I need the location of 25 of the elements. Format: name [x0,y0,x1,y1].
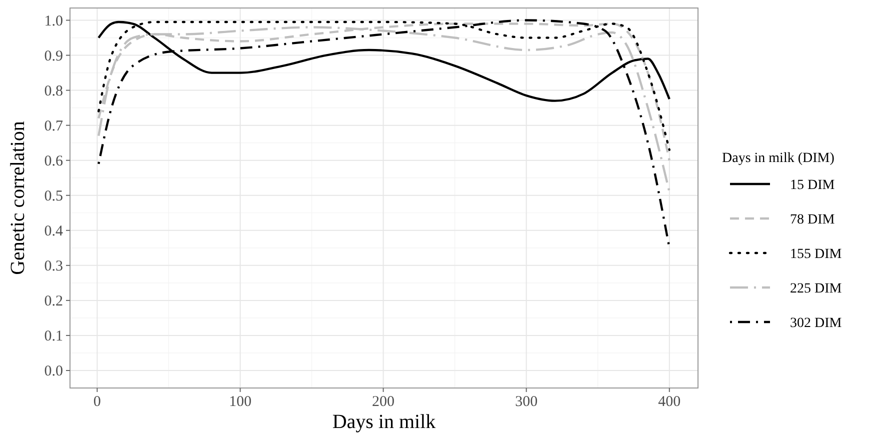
line-series [98,26,670,193]
y-tick-label: 0.9 [44,48,63,64]
x-tick-label: 200 [372,394,395,410]
x-tick-label: 400 [658,394,681,410]
y-tick-label: 0.4 [44,223,64,240]
y-tick-label: 0.0 [44,363,63,380]
legend-label: 155 DIM [790,247,842,262]
x-tick-label: 0 [93,394,101,410]
y-tick-label: 0.2 [44,293,63,310]
x-axis-title: Days in milk [332,411,436,433]
legend-label: 302 DIM [790,316,842,331]
x-tick-label: 300 [515,394,538,410]
x-tick-label: 100 [228,394,252,410]
legend-title: Days in milk (DIM) [722,151,835,166]
legend-label: 78 DIM [790,212,836,228]
legend-label: 225 DIM [790,282,842,296]
y-axis-title: Genetic correlation [7,121,29,275]
y-tick-label: 0.7 [44,118,64,134]
y-tick-label: 1.0 [44,13,63,30]
y-tick-label: 0.6 [44,153,64,170]
y-tick-label: 0.5 [44,188,63,204]
y-tick-label: 0.1 [44,328,63,344]
y-tick-label: 0.3 [44,258,63,274]
legend-label: 15 DIM [790,178,836,193]
y-tick-label: 0.8 [44,83,63,100]
